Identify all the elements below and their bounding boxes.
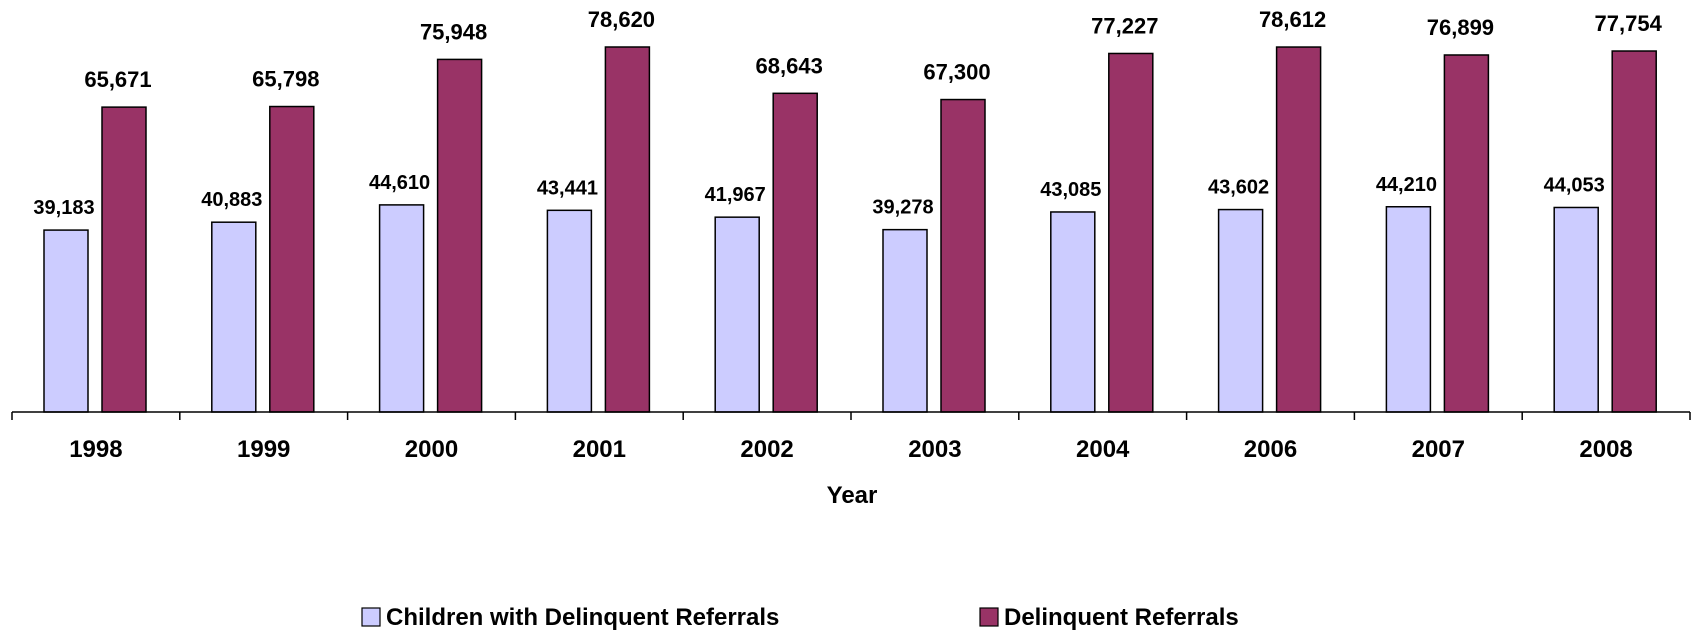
- legend-label-referrals: Delinquent Referrals: [1004, 604, 1239, 631]
- bar-referrals-2000: [436, 58, 483, 413]
- bar-referrals-2004: [1108, 52, 1154, 413]
- data-label-referrals-2001: 78,620: [588, 7, 655, 32]
- data-label-referrals-1999: 65,798: [252, 67, 319, 92]
- legend-swatch-referrals: [979, 607, 999, 627]
- bar-children-2002: [714, 216, 760, 413]
- bar-referrals-1999: [269, 105, 315, 413]
- data-label-children-2004: 43,085: [1040, 179, 1101, 201]
- x-tick-label-2008: 2008: [1579, 436, 1632, 463]
- legend-swatch-children: [361, 607, 381, 627]
- data-label-children-2000: 44,610: [369, 172, 430, 194]
- data-label-children-2008: 44,053: [1544, 174, 1605, 196]
- bar-referrals-2006: [1275, 46, 1322, 413]
- data-label-referrals-2007: 76,899: [1427, 15, 1494, 40]
- data-label-referrals-2002: 68,643: [756, 53, 823, 78]
- bar-referrals-2007: [1443, 54, 1490, 413]
- data-label-children-2002: 41,967: [705, 184, 766, 206]
- data-label-referrals-2004: 77,227: [1091, 13, 1158, 38]
- legend: Children with Delinquent Referrals Delinq…: [361, 604, 1239, 631]
- legend-label-children: Children with Delinquent Referrals: [386, 604, 779, 631]
- data-label-children-2001: 43,441: [537, 177, 598, 199]
- x-axis-tick-labels-group: 1998 1999 2000 2001 2002 2003 2004 2006 2007 2008: [69, 436, 1633, 463]
- x-tick-label-2002: 2002: [740, 436, 793, 463]
- bar-referrals-2003: [940, 98, 986, 413]
- bar-referrals-2008: [1611, 50, 1657, 413]
- x-tick-label-2007: 2007: [1412, 436, 1465, 463]
- bar-referrals-2001: [604, 46, 651, 413]
- x-axis-ticks-group: [11, 412, 1691, 420]
- bar-children-1998: [43, 229, 89, 413]
- x-tick-label-1998: 1998: [69, 436, 122, 463]
- data-label-children-1998: 39,183: [33, 197, 94, 219]
- x-tick-label-2003: 2003: [908, 436, 961, 463]
- x-tick-label-2001: 2001: [573, 436, 626, 463]
- bar-referrals-2002: [772, 92, 818, 413]
- data-label-children-2006: 43,602: [1208, 177, 1269, 199]
- data-label-referrals-1998: 65,671: [84, 67, 151, 92]
- bar-children-2008: [1553, 206, 1599, 413]
- bar-children-2006: [1217, 208, 1264, 413]
- x-tick-label-2004: 2004: [1076, 436, 1130, 463]
- bar-children-2000: [378, 204, 425, 413]
- x-tick-label-2000: 2000: [405, 436, 458, 463]
- bars-group: [43, 46, 1657, 413]
- data-label-referrals-2006: 78,612: [1259, 7, 1326, 32]
- x-tick-label-1999: 1999: [237, 436, 290, 463]
- data-label-children-2007: 44,210: [1376, 174, 1437, 196]
- data-label-referrals-2000: 75,948: [420, 19, 487, 44]
- data-label-referrals-2003: 67,300: [923, 60, 990, 85]
- bar-referrals-1998: [101, 106, 147, 413]
- data-labels-group: 39,183 65,671 40,883 65,798 44,610 75,948 43,4…: [33, 7, 1662, 219]
- x-tick-label-2006: 2006: [1244, 436, 1297, 463]
- data-label-children-2003: 39,278: [872, 197, 933, 219]
- bar-children-2001: [546, 209, 593, 413]
- data-label-referrals-2008: 77,754: [1595, 11, 1663, 36]
- bar-children-2003: [882, 228, 928, 413]
- bar-children-2004: [1050, 211, 1096, 413]
- bar-children-2007: [1385, 206, 1432, 413]
- data-label-children-1999: 40,883: [201, 189, 262, 211]
- x-axis-title: Year: [827, 482, 878, 509]
- bar-children-1999: [211, 221, 257, 413]
